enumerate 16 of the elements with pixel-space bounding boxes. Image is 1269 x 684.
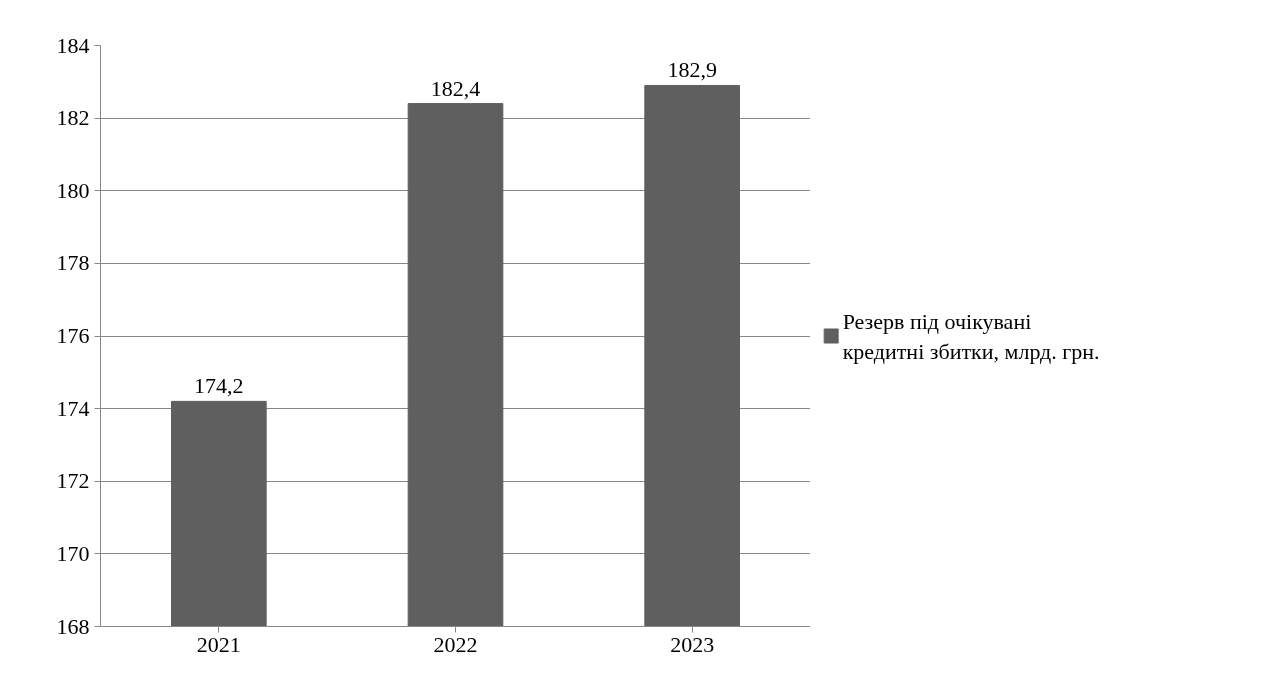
legend-label: Резерв під очікувані кредитні збитки, млрд. грн.: [842, 308, 1100, 364]
data-label: 182,9: [667, 57, 717, 83]
y-tick-label: 176: [56, 323, 90, 348]
x-tick-label: 2023: [670, 631, 715, 657]
data-label: 182,4: [430, 75, 481, 101]
x-tick-label: 2022: [433, 631, 478, 657]
y-tick-label: 180: [56, 177, 90, 203]
y-tick-label: 174: [56, 395, 90, 421]
y-tick-label: 168: [56, 613, 90, 639]
y-tick-label: 178: [56, 250, 90, 276]
y-tick-label: 182: [56, 105, 90, 131]
y-tick-label: 184: [56, 32, 90, 58]
x-tick-label: 2021: [196, 631, 241, 657]
y-tick-label: 172: [56, 468, 90, 494]
data-label: 174,2: [194, 373, 244, 399]
y-tick-label: 170: [56, 540, 90, 566]
